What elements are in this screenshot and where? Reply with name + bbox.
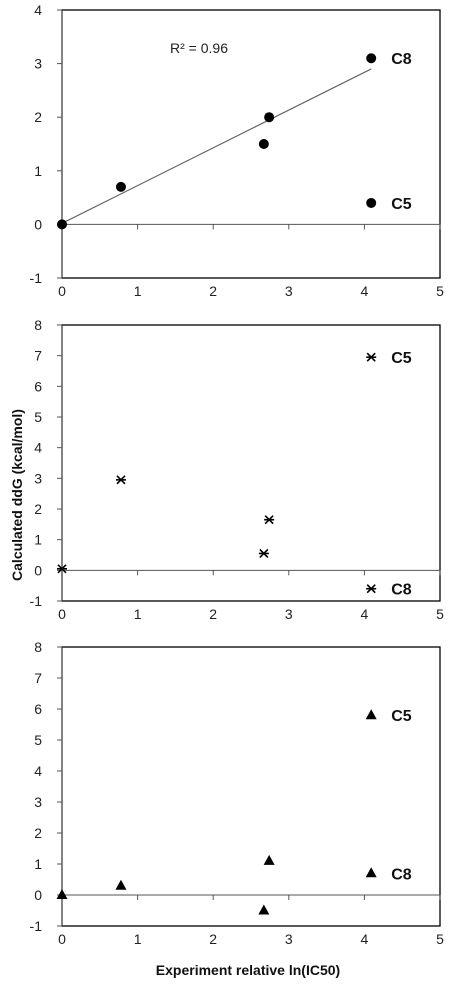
data-point <box>115 181 126 192</box>
data-point <box>366 197 377 208</box>
y-tick-label: 2 <box>34 825 42 841</box>
y-axis-title: Calculated ddG (kcal/mol) <box>9 409 25 581</box>
data-point <box>57 219 67 230</box>
data-point <box>365 867 377 878</box>
y-tick-label: 0 <box>34 562 42 578</box>
y-tick-label: 1 <box>34 163 42 179</box>
trendline <box>61 68 372 224</box>
x-tick-label: 1 <box>134 283 142 299</box>
data-point <box>258 904 270 915</box>
x-tick-label: 5 <box>436 283 444 299</box>
x-tick-label: 3 <box>285 283 293 299</box>
y-tick-label: 1 <box>34 532 42 548</box>
y-tick-label: 6 <box>34 701 42 717</box>
data-point <box>366 53 377 64</box>
data-point <box>57 564 67 574</box>
x-tick-label: 5 <box>436 606 444 622</box>
y-tick-label: 3 <box>34 56 42 72</box>
r-squared-annotation: R² = 0.96 <box>170 40 228 56</box>
x-tick-label: 2 <box>209 931 217 947</box>
y-tick-label: 4 <box>34 2 42 18</box>
y-tick-label: 5 <box>34 732 42 748</box>
x-tick-label: 0 <box>58 931 66 947</box>
x-tick-label: 1 <box>134 606 142 622</box>
y-tick-label: 7 <box>34 348 42 364</box>
data-point <box>115 475 126 485</box>
x-tick-label: 0 <box>58 606 66 622</box>
point-label: C5 <box>391 708 412 725</box>
x-tick-label: 3 <box>285 606 293 622</box>
x-tick-label: 0 <box>58 283 66 299</box>
y-tick-label: -1 <box>30 593 43 609</box>
data-point <box>366 584 377 594</box>
chart-panel-1: -1 0 1 2 3 4 0 1 2 3 4 5 R² = 0.96 C8 C5 <box>30 2 445 299</box>
data-point <box>264 515 275 525</box>
y-tick-label: 5 <box>34 409 42 425</box>
y-tick-label: 2 <box>34 501 42 517</box>
x-tick-label: 4 <box>361 283 369 299</box>
y-tick-label: 0 <box>34 216 42 232</box>
data-point <box>258 139 269 149</box>
x-tick-label: 4 <box>361 606 369 622</box>
data-point <box>365 709 377 720</box>
x-axis-title: Experiment relative ln(IC50) <box>156 962 340 978</box>
x-tick-label: 2 <box>209 606 217 622</box>
y-tick-label: 8 <box>34 317 42 333</box>
point-label: C8 <box>391 51 412 68</box>
y-tick-label: 3 <box>34 794 42 810</box>
x-tick-label: 4 <box>361 931 369 947</box>
chart-panel-3: -1 0 1 2 3 4 5 6 7 8 0 1 2 3 4 5 C5 C8 <box>30 639 445 947</box>
y-tick-label: 1 <box>34 856 42 872</box>
y-tick-label: 4 <box>34 440 42 456</box>
point-label: C8 <box>391 866 412 883</box>
y-tick-label: 0 <box>34 887 42 903</box>
data-point <box>366 352 377 362</box>
data-point <box>258 548 269 559</box>
y-tick-label: -1 <box>30 918 43 934</box>
y-tick-label: -1 <box>30 270 43 286</box>
y-tick-label: 6 <box>34 378 42 394</box>
y-tick-label: 7 <box>34 670 42 686</box>
x-tick-label: 2 <box>209 283 217 299</box>
x-tick-label: 5 <box>436 931 444 947</box>
point-label: C8 <box>391 582 412 599</box>
y-tick-label: 4 <box>34 763 42 779</box>
point-label: C5 <box>391 196 412 213</box>
y-tick-label: 8 <box>34 639 42 655</box>
x-tick-label: 1 <box>134 931 142 947</box>
plot-frame <box>61 324 441 602</box>
y-tick-label: 3 <box>34 470 42 486</box>
chart-panel-2: -1 0 1 2 3 4 5 6 7 8 0 1 2 3 4 5 C5 C8 <box>30 317 445 622</box>
data-point <box>56 889 68 899</box>
plot-frame <box>61 9 441 279</box>
point-label: C5 <box>391 350 412 367</box>
data-point <box>115 879 127 890</box>
x-tick-label: 3 <box>285 931 293 947</box>
data-point <box>264 112 275 123</box>
y-tick-label: 2 <box>34 109 42 125</box>
data-point <box>263 854 275 865</box>
